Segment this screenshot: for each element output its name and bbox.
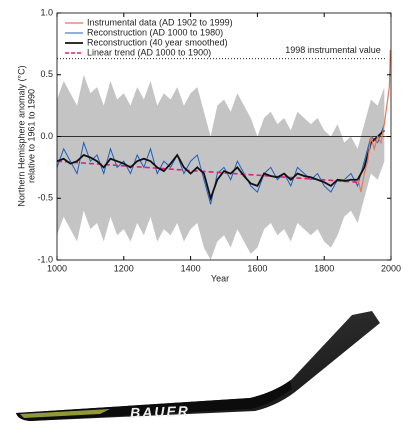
series-line (357, 50, 392, 193)
reference-label: 1998 instrumental value (285, 45, 381, 55)
x-tick-label: 1400 (181, 263, 201, 273)
legend-label: Reconstruction (40 year smoothed) (87, 37, 228, 47)
x-tick-label: 1800 (314, 263, 334, 273)
series-line (56, 129, 385, 202)
y-axis-label: relative to 1961 to 1990 (26, 89, 36, 183)
stick-accent (20, 409, 110, 418)
y-tick-label: 0.5 (40, 69, 53, 79)
stick-shaft (16, 311, 380, 421)
x-tick-label: 1200 (114, 263, 134, 273)
y-axis-label: Northern Hemisphere anomaly (°C) (16, 65, 26, 206)
x-tick-label: 1600 (247, 263, 267, 273)
x-axis-label: Year (211, 273, 229, 283)
hockey-stick-image: BAUER (16, 311, 380, 421)
y-tick-label: 0.0 (40, 131, 53, 141)
series-line (56, 123, 385, 205)
stick-brand: BAUER (130, 403, 190, 421)
legend-label: Instrumental data (AD 1902 to 1999) (87, 17, 233, 27)
legend-label: Reconstruction (AD 1000 to 1980) (87, 27, 223, 37)
chart: Year Northern Hemisphere anomaly (°C) re… (16, 7, 401, 283)
x-tick-label: 1000 (47, 263, 67, 273)
y-tick-label: 1.0 (40, 7, 53, 17)
x-tick-label: 2000 (381, 263, 401, 273)
series-line (56, 160, 358, 183)
uncertainty-band (57, 74, 385, 260)
y-tick-label: -1.0 (37, 254, 53, 264)
legend-label: Linear trend (AD 1000 to 1900) (87, 47, 211, 57)
y-tick-label: -0.5 (37, 193, 53, 203)
